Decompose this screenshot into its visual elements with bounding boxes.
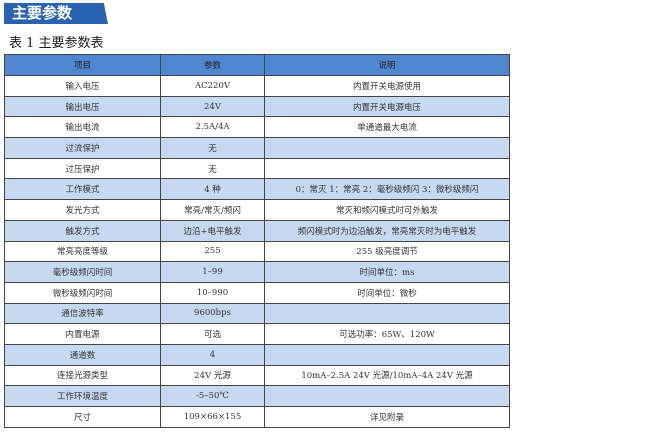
cell-desc [264,137,510,159]
cell-param: 可选 [160,323,265,345]
cell-param: 无 [160,137,265,159]
cell-param: 2.5A/4A [160,116,265,139]
cell-desc [264,385,510,407]
cell-param: 1–99 [160,261,265,283]
cell-param: -5–50℃ [160,385,265,407]
cell-item: 尺寸 [4,406,161,428]
table-row: 触发方式 边沿+电平触发 频闪模式时为边沿触发，常亮常灭时为电平触发 [4,219,510,242]
cell-desc: 时间单位：微秒 [264,281,510,304]
cell-desc [264,302,510,325]
cell-param: 24V 光源 [160,364,265,387]
cell-desc: 详见附录 [264,406,510,428]
table-caption: 表 1 主要参数表 [9,36,104,51]
header-item: 项目 [4,54,161,76]
cell-item: 输入电压 [4,75,161,97]
cell-desc: 0：常灭 1：常亮 2：毫秒级频闪 3：微秒级频闪 [264,178,510,201]
cell-item: 微秒级频闪时间 [4,281,161,304]
cell-param: 10–990 [160,281,265,304]
table-row: 常亮亮度等级 255 255 级亮度调节 [4,240,510,263]
cell-item: 常亮亮度等级 [4,240,161,263]
table-row: 内置电源 可选 可选功率：65W、120W [4,323,510,345]
table-row: 连接光源类型 24V 光源 10mA–2.5A 24V 光源/10mA–4A 24V… [4,364,510,387]
cell-param: 109×66×155 [160,406,265,428]
cell-item: 输出电流 [4,116,161,139]
cell-desc: 常灭和频闪模式时可外触发 [264,199,510,221]
cell-desc: 10mA–2.5A 24V 光源/10mA–4A 24V 光源 [264,364,510,387]
table-row: 输出电流 2.5A/4A 单通道最大电流 [4,116,510,139]
cell-param: 255 [160,240,265,263]
table-row: 发光方式 常亮/常灭/频闪 常灭和频闪模式时可外触发 [4,199,510,221]
cell-param: AC220V [160,75,265,97]
cell-desc: 频闪模式时为边沿触发，常亮常灭时为电平触发 [264,219,510,242]
parameters-table: 项目 参数 说明 输入电压 AC220V 内置开关电源使用 输出电压 24V 内置开关电源… [4,54,510,428]
cell-item: 工作模式 [4,178,161,201]
header-desc: 说明 [264,54,510,76]
cell-param: 4 [160,343,265,366]
cell-item: 内置电源 [4,323,161,345]
section-banner: 主要参数 [4,3,108,24]
cell-item: 通道数 [4,343,161,366]
table-header-row: 项目 参数 说明 [4,54,510,76]
table-row: 尺寸 109×66×155 详见附录 [4,406,510,428]
table-row: 通道数 4 [4,343,510,366]
cell-item: 工作环境温度 [4,385,161,407]
cell-param: 24V [160,95,265,118]
cell-desc [264,157,510,180]
cell-item: 触发方式 [4,219,161,242]
cell-desc: 255 级亮度调节 [264,240,510,263]
cell-param: 常亮/常灭/频闪 [160,199,265,221]
cell-desc: 时间单位：ms [264,261,510,283]
cell-desc: 单通道最大电流 [264,116,510,139]
cell-item: 毫秒级频闪时间 [4,261,161,283]
cell-param: 无 [160,157,265,180]
table-row: 过流保护无 [4,137,510,159]
cell-desc: 内置开关电源使用 [264,75,510,97]
cell-param: 9600bps [160,302,265,325]
cell-param: 4 种 [160,178,265,201]
cell-param: 边沿+电平触发 [160,219,265,242]
cell-desc [264,343,510,366]
header-param: 参数 [160,54,265,76]
table-row: 工作模式 4 种 0：常灭 1：常亮 2：毫秒级频闪 3：微秒级频闪 [4,178,510,201]
cell-item: 过压保护 [4,157,161,180]
table-row: 微秒级频闪时间 10–990 时间单位：微秒 [4,281,510,304]
cell-item: 通信波特率 [4,302,161,325]
table-row: 毫秒级频闪时间 1–99 时间单位：ms [4,261,510,283]
table-row: 工作环境温度 -5–50℃ [4,385,510,407]
table-row: 输入电压 AC220V 内置开关电源使用 [4,75,510,97]
cell-item: 连接光源类型 [4,364,161,387]
table-row: 过压保护无 [4,157,510,180]
cell-item: 发光方式 [4,199,161,221]
cell-item: 输出电压 [4,95,161,118]
table-row: 通信波特率 9600bps [4,302,510,325]
table-row: 输出电压 24V 内置开关电源电压 [4,95,510,118]
cell-item: 过流保护 [4,137,161,159]
cell-desc: 可选功率：65W、120W [264,323,510,345]
cell-desc: 内置开关电源电压 [264,95,510,118]
